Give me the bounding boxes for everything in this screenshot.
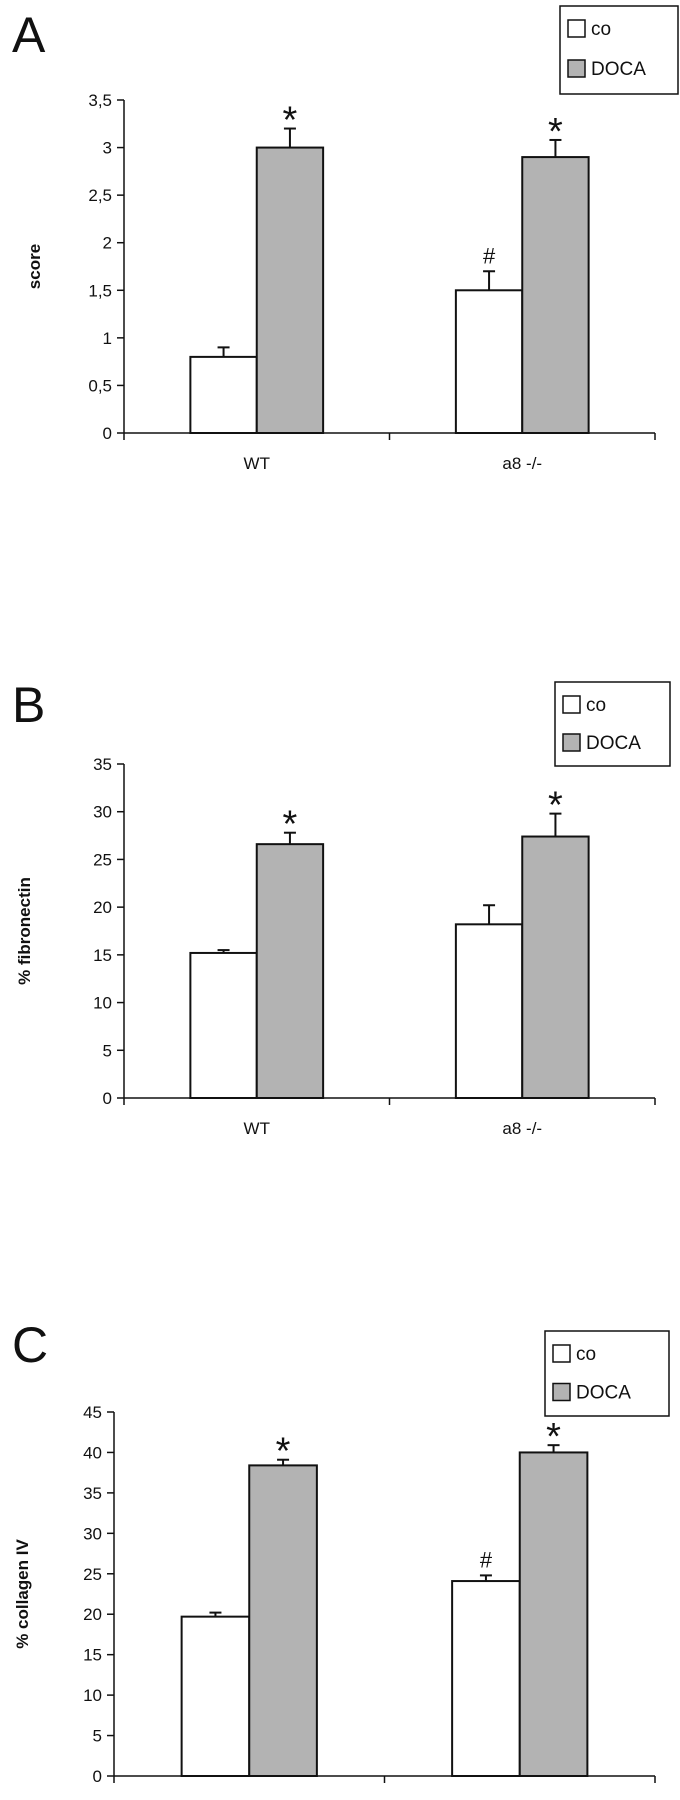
legend-label: co	[576, 1344, 596, 1365]
significance-hash: #	[480, 1547, 493, 1572]
legend-swatch-doca	[567, 59, 586, 78]
y-tick-label: 30	[83, 1524, 102, 1543]
y-tick-label: 3	[103, 139, 112, 158]
y-tick-label: 2,5	[88, 186, 112, 205]
chart-panel-b: B 0 5 10 15 20 25 30 35 % fibronectin WT * a8 -/- * co…	[12, 677, 671, 1138]
legend: co DOCA	[554, 681, 671, 767]
panel-letter: A	[12, 7, 46, 63]
y-tick-label: 40	[83, 1443, 102, 1462]
legend-swatch-co	[567, 19, 586, 38]
bar-co	[189, 951, 258, 1099]
significance-star: *	[548, 111, 563, 153]
x-category-label: a8 -/-	[500, 1797, 540, 1800]
y-tick-label: 35	[83, 1484, 102, 1503]
bar-doca	[248, 1464, 318, 1778]
chart-panel-a: A 0 0,5 1 1,5 2 2,5 3 3,5 score WT * a8 -/- # * co DOCA	[12, 5, 679, 473]
bar-doca	[255, 146, 325, 434]
legend-swatch-co	[562, 695, 581, 714]
y-tick-label: 2	[103, 234, 112, 253]
significance-star: *	[548, 785, 563, 827]
significance-star: *	[546, 1416, 561, 1458]
chart-panel-c: C 0 5 10 15 20 25 30 35 40 45 % collagen IV WT * a8 -/…	[12, 1317, 670, 1800]
y-axis-label: % collagen IV	[13, 1539, 32, 1649]
y-tick-label: 25	[83, 1565, 102, 1584]
y-tick-label: 15	[83, 1646, 102, 1665]
significance-star: *	[283, 804, 298, 846]
y-tick-label: 25	[93, 850, 112, 869]
bar-co	[454, 289, 524, 434]
y-tick-label: 0	[103, 424, 112, 443]
y-tick-label: 35	[93, 755, 112, 774]
bar-doca	[255, 843, 325, 1099]
legend-label: DOCA	[586, 733, 641, 754]
significance-star: *	[276, 1431, 291, 1473]
legend-swatch-doca	[562, 733, 581, 752]
x-category-label: WT	[244, 454, 270, 473]
legend-box	[559, 5, 679, 95]
bar-co	[451, 1580, 521, 1777]
bar-doca	[521, 835, 590, 1099]
legend: co DOCA	[559, 5, 679, 95]
panel-letter: B	[12, 677, 45, 733]
y-tick-label: 10	[83, 1686, 102, 1705]
y-tick-label: 10	[93, 994, 112, 1013]
y-tick-label: 20	[93, 898, 112, 917]
bar-doca	[521, 156, 590, 434]
y-tick-label: 45	[83, 1403, 102, 1422]
y-tick-label: 1,5	[88, 281, 112, 300]
x-category-label: a8 -/-	[502, 1119, 542, 1138]
panel-letter: C	[12, 1317, 48, 1373]
bar-co	[180, 1615, 251, 1778]
legend-label: DOCA	[576, 1383, 631, 1404]
legend-label: co	[586, 695, 606, 716]
y-tick-label: 1	[103, 329, 112, 348]
x-category-label: WT	[244, 1119, 270, 1138]
y-tick-label: 15	[93, 946, 112, 965]
y-tick-label: 5	[103, 1041, 112, 1060]
significance-hash: #	[483, 243, 496, 268]
significance-star: *	[283, 100, 298, 142]
legend-swatch-co	[552, 1344, 571, 1363]
y-axis-label: % fibronectin	[15, 877, 34, 985]
y-tick-label: 0	[93, 1767, 102, 1786]
bar-doca	[518, 1451, 589, 1777]
y-tick-label: 30	[93, 803, 112, 822]
y-tick-label: 0	[103, 1089, 112, 1108]
bar-co	[189, 355, 258, 434]
legend-swatch-doca	[552, 1382, 571, 1402]
y-tick-label: 5	[93, 1727, 102, 1746]
x-category-label: a8 -/-	[502, 454, 542, 473]
y-tick-label: 0,5	[88, 376, 112, 395]
y-axis-label: score	[25, 244, 44, 289]
legend: co DOCA	[544, 1330, 670, 1417]
legend-label: co	[591, 19, 611, 40]
x-category-label: WT	[236, 1797, 262, 1800]
y-tick-label: 20	[83, 1605, 102, 1624]
legend-label: DOCA	[591, 59, 646, 80]
y-tick-label: 3,5	[88, 91, 112, 110]
bar-co	[454, 923, 524, 1099]
